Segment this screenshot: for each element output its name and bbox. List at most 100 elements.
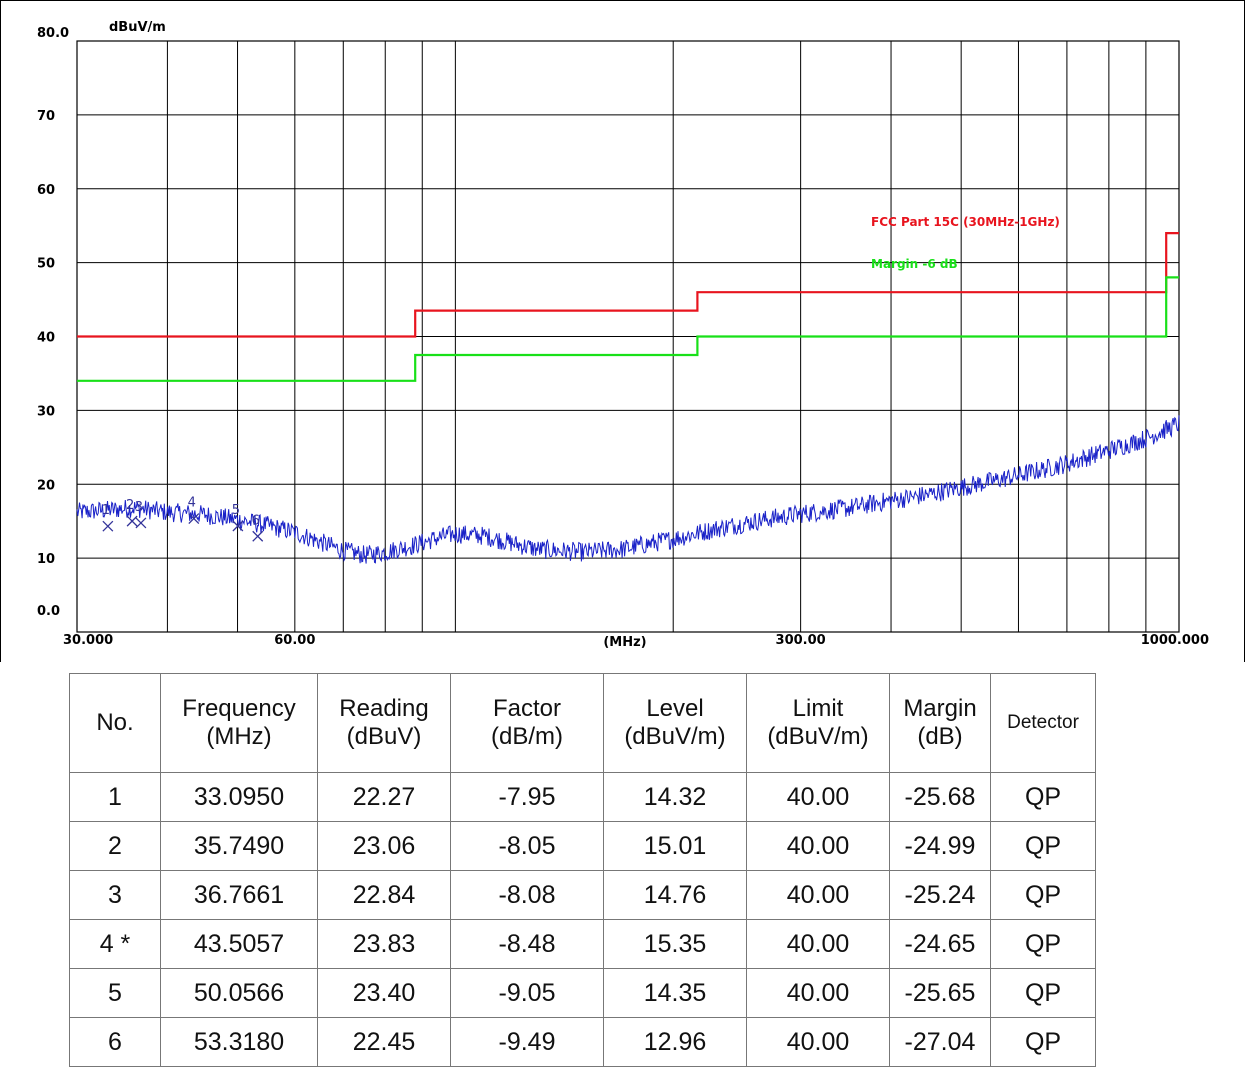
table-row: 5 50.0566 23.40 -9.05 14.35 40.00 -25.65 QP <box>69 968 1096 1018</box>
table-cell: -25.65 <box>889 968 991 1018</box>
legend-margin-label: Margin -6 dB <box>871 257 958 271</box>
x-tick-label: 300.00 <box>776 633 826 648</box>
series-layer <box>76 232 1180 564</box>
y-tick-label: 40 <box>37 331 55 346</box>
table-cell: 23.40 <box>317 968 451 1018</box>
table-cell: 40.00 <box>746 968 890 1018</box>
results-table: No. Frequency (MHz) Reading (dBuV) Factor (dB/… <box>69 673 1096 1067</box>
column-header-text: (dB/m) <box>491 723 563 750</box>
table-cell: QP <box>990 919 1096 969</box>
y-tick-label: 30 <box>37 404 55 419</box>
table-cell: 15.35 <box>603 919 747 969</box>
table-cell: 1 <box>69 772 161 822</box>
marker: 3 <box>135 500 147 529</box>
table-cell: 22.84 <box>317 870 451 920</box>
table-cell: 36.7661 <box>160 870 318 920</box>
table-cell: 14.35 <box>603 968 747 1018</box>
column-header-text: Frequency <box>182 695 296 722</box>
table-row: 1 33.0950 22.27 -7.95 14.32 40.00 -25.68 QP <box>69 772 1096 822</box>
x-tick-label: 30.000 <box>63 633 113 648</box>
label-layer: 80.0 70 60 50 40 30 20 10 0.030.000 60.00 300.00 10… <box>37 26 1209 648</box>
y-tick-label: 60 <box>37 183 55 198</box>
column-header: No. <box>69 673 161 773</box>
table-cell: 40.00 <box>746 821 890 871</box>
y-tick-label: 70 <box>37 109 55 124</box>
marker-cross <box>126 515 138 527</box>
results-table-area: No. Frequency (MHz) Reading (dBuV) Factor (dB/… <box>0 662 1245 1074</box>
table-cell: 33.0950 <box>160 772 318 822</box>
column-header-text: Detector <box>1007 712 1079 733</box>
marker-label: 6 <box>252 513 260 528</box>
table-cell: 23.06 <box>317 821 451 871</box>
legend-limit-label: FCC Part 15C (30MHz-1GHz) <box>871 215 1060 229</box>
marker-label: 5 <box>232 503 240 518</box>
marker-label: 3 <box>135 500 143 515</box>
emission-chart: 1 2 3 4 56 80.0 70 60 50 40 30 20 10 0.030.000 60.00 3… <box>37 20 1209 650</box>
column-header-text: No. <box>96 709 134 736</box>
margin-line <box>77 276 1179 382</box>
table-cell: 43.5057 <box>160 919 318 969</box>
y-tick-label: 0.0 <box>37 604 60 619</box>
table-cell: 35.7490 <box>160 821 318 871</box>
table-cell: -8.05 <box>450 821 604 871</box>
marker-cross <box>135 517 147 529</box>
y-tick-label: 80.0 <box>37 26 69 41</box>
column-header-text: Reading <box>339 695 429 722</box>
table-cell: 4 * <box>69 919 161 969</box>
table-cell: -25.24 <box>889 870 991 920</box>
marker: 5 <box>232 503 244 532</box>
x-axis-label: (MHz) <box>603 635 646 650</box>
table-cell: 40.00 <box>746 1017 890 1067</box>
x-tick-label: 60.00 <box>274 633 315 648</box>
table-cell: -8.08 <box>450 870 604 920</box>
marker: 4 <box>188 496 200 525</box>
y-tick-label: 50 <box>37 257 55 272</box>
column-header-text: Level <box>646 695 704 722</box>
column-header-text: Factor <box>492 695 561 722</box>
table-cell: 6 <box>69 1017 161 1067</box>
column-header: Level (dBuV/m) <box>603 673 747 773</box>
table-cell: 50.0566 <box>160 968 318 1018</box>
column-header-text: (dBuV/m) <box>767 723 869 750</box>
x-tick-label: 1000.000 <box>1141 633 1209 648</box>
table-cell: 40.00 <box>746 870 890 920</box>
table-cell: 12.96 <box>603 1017 747 1067</box>
table-cell: QP <box>990 870 1096 920</box>
marker-label: 1 <box>102 503 110 518</box>
table-body: 1 33.0950 22.27 -7.95 14.32 40.00 -25.68 QP 2 35.… <box>69 772 1096 1067</box>
limit-line <box>77 232 1179 338</box>
column-header: Detector <box>990 673 1096 773</box>
marker-cross <box>188 513 200 525</box>
column-header: Reading (dBuV) <box>317 673 451 773</box>
table-row: 4 * 43.5057 23.83 -8.48 15.35 40.00 -24.65 QP <box>69 919 1096 969</box>
marker-cross <box>252 530 264 542</box>
column-header-text: (MHz) <box>206 723 272 750</box>
table-cell: 40.00 <box>746 919 890 969</box>
column-header: Limit (dBuV/m) <box>746 673 890 773</box>
table-cell: 22.27 <box>317 772 451 822</box>
table-cell: 5 <box>69 968 161 1018</box>
y-tick-label: 10 <box>37 552 55 567</box>
measurement-trace <box>76 415 1180 564</box>
column-header: Margin (dB) <box>889 673 991 773</box>
table-cell: 14.32 <box>603 772 747 822</box>
column-header-text: Limit <box>792 695 844 722</box>
marker-label: 2 <box>126 498 134 513</box>
column-header-text: (dB) <box>917 723 963 750</box>
column-header-text: Margin <box>903 695 977 722</box>
table-cell: -9.05 <box>450 968 604 1018</box>
table-cell: 53.3180 <box>160 1017 318 1067</box>
table-row: 6 53.3180 22.45 -9.49 12.96 40.00 -27.04 QP <box>69 1017 1096 1067</box>
table-cell: QP <box>990 968 1096 1018</box>
marker-layer: 1 2 3 4 56 <box>102 496 264 542</box>
table-cell: QP <box>990 1017 1096 1067</box>
column-header-text: (dBuV) <box>346 723 422 750</box>
table-cell: -24.65 <box>889 919 991 969</box>
y-axis-label: dBuV/m <box>109 20 166 35</box>
table-header-row: No. Frequency (MHz) Reading (dBuV) Factor (dB/… <box>69 673 1096 773</box>
table-cell: 40.00 <box>746 772 890 822</box>
table-cell: -27.04 <box>889 1017 991 1067</box>
marker-cross <box>232 520 244 532</box>
marker: 2 <box>126 498 138 527</box>
table-cell: -24.99 <box>889 821 991 871</box>
